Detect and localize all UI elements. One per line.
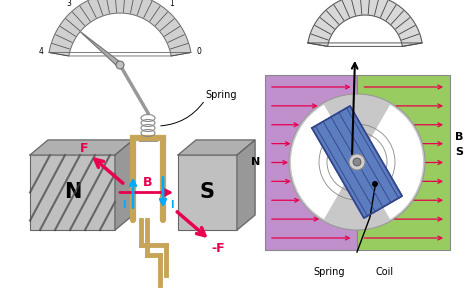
Polygon shape	[178, 140, 255, 155]
Polygon shape	[49, 0, 191, 56]
Circle shape	[116, 61, 124, 69]
FancyArrowPatch shape	[161, 102, 203, 126]
FancyBboxPatch shape	[357, 75, 450, 250]
Text: Spring: Spring	[205, 90, 237, 100]
Text: N: N	[64, 182, 81, 203]
Text: 4: 4	[39, 47, 44, 55]
Text: B: B	[455, 132, 464, 142]
Wedge shape	[357, 105, 423, 219]
Text: S: S	[455, 147, 463, 157]
Circle shape	[289, 94, 425, 230]
Text: S: S	[200, 182, 215, 203]
Circle shape	[372, 181, 378, 187]
Polygon shape	[237, 140, 255, 230]
Polygon shape	[30, 140, 133, 155]
Text: I: I	[122, 199, 126, 210]
Text: 1: 1	[169, 0, 174, 8]
Polygon shape	[312, 106, 402, 218]
Text: 0: 0	[196, 47, 201, 55]
Circle shape	[353, 158, 361, 166]
Polygon shape	[312, 106, 402, 218]
Polygon shape	[312, 106, 402, 218]
Polygon shape	[115, 140, 133, 230]
Text: I: I	[170, 199, 174, 210]
FancyBboxPatch shape	[30, 155, 115, 230]
Polygon shape	[80, 32, 124, 65]
Wedge shape	[291, 105, 357, 219]
Polygon shape	[308, 0, 422, 47]
FancyBboxPatch shape	[265, 75, 357, 250]
Text: 3: 3	[66, 0, 71, 8]
Text: Spring: Spring	[313, 267, 345, 277]
FancyBboxPatch shape	[178, 155, 237, 230]
Text: -F: -F	[211, 242, 225, 255]
Text: F: F	[80, 142, 88, 155]
Polygon shape	[312, 106, 402, 218]
Text: B: B	[143, 176, 153, 189]
Polygon shape	[312, 106, 402, 218]
Text: N: N	[251, 157, 260, 167]
Text: Coil: Coil	[376, 267, 394, 277]
Circle shape	[349, 154, 365, 170]
